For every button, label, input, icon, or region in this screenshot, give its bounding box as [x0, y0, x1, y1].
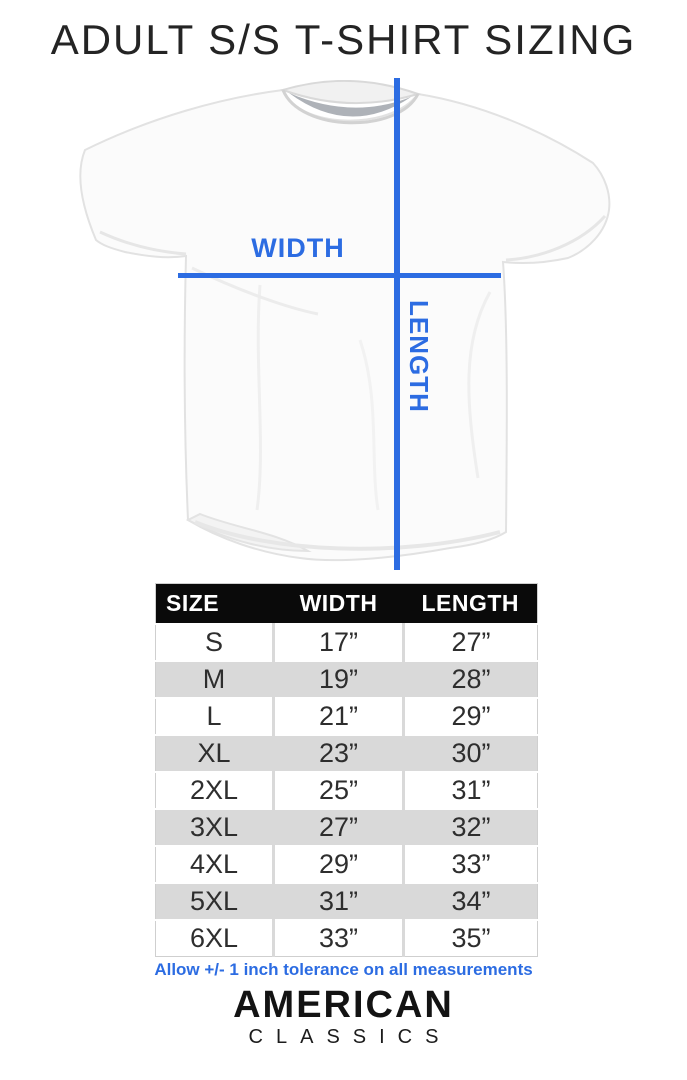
length-cell: 32”	[402, 808, 538, 846]
wrinkle-line	[255, 284, 262, 511]
width-cell: 23”	[272, 734, 404, 772]
table-row: 4XL 29” 33”	[155, 845, 538, 883]
width-cell: 29”	[272, 845, 404, 883]
length-cell: 28”	[402, 660, 538, 698]
length-measure-line	[394, 78, 400, 570]
size-cell: XL	[155, 734, 274, 772]
table-row: L 21” 29”	[155, 697, 538, 735]
length-cell: 31”	[402, 771, 538, 809]
length-cell: 27”	[402, 623, 538, 661]
table-row: 3XL 27” 32”	[155, 808, 538, 846]
page-title: ADULT S/S T-SHIRT SIZING	[50, 16, 637, 63]
length-cell: 34”	[402, 882, 538, 920]
length-cell: 33”	[402, 845, 538, 883]
table-row: 2XL 25” 31”	[155, 771, 538, 809]
size-table-body: S 17” 27” M 19” 28” L 21” 29” XL 23” 30” 2XL 25” 31” 3X…	[155, 623, 538, 957]
table-row: M 19” 28”	[155, 660, 538, 698]
header-size: SIZE	[155, 583, 274, 624]
width-cell: 31”	[272, 882, 404, 920]
size-cell: M	[155, 660, 274, 698]
size-cell: 4XL	[155, 845, 274, 883]
tshirt-photo	[79, 80, 611, 562]
brand-name: AMERICAN	[233, 984, 454, 1026]
table-row: S 17” 27”	[155, 623, 538, 661]
hem-shadow	[194, 520, 501, 551]
tshirt-measurement-figure: WIDTH LENGTH	[0, 78, 687, 580]
wrinkle-line	[358, 339, 380, 511]
size-cell: 6XL	[155, 919, 274, 957]
table-row: XL 23” 30”	[155, 734, 538, 772]
table-row: 6XL 33” 35”	[155, 919, 538, 957]
wrinkle-line	[467, 291, 492, 479]
header-width: WIDTH	[273, 583, 404, 624]
right-sleeve-seam	[505, 215, 607, 262]
width-measure-line	[178, 273, 501, 278]
size-cell: 3XL	[155, 808, 274, 846]
size-cell: S	[155, 623, 274, 661]
tshirt-body	[79, 88, 611, 562]
tolerance-note: Allow +/- 1 inch tolerance on all measur…	[154, 960, 533, 979]
length-cell: 29”	[402, 697, 538, 735]
width-cell: 21”	[272, 697, 404, 735]
width-cell: 19”	[272, 660, 404, 698]
width-cell: 17”	[272, 623, 404, 661]
width-cell: 33”	[272, 919, 404, 957]
size-cell: L	[155, 697, 274, 735]
header-length: LENGTH	[403, 583, 538, 624]
length-label: LENGTH	[404, 300, 434, 413]
length-cell: 30”	[402, 734, 538, 772]
tshirt-neck-opening	[289, 93, 411, 117]
left-sleeve-seam	[99, 230, 187, 256]
size-cell: 5XL	[155, 882, 274, 920]
size-table-header: SIZE WIDTH LENGTH	[155, 583, 538, 624]
size-cell: 2XL	[155, 771, 274, 809]
header-row: SIZE WIDTH LENGTH	[155, 583, 538, 624]
length-cell: 35”	[402, 919, 538, 957]
table-row: 5XL 31” 34”	[155, 882, 538, 920]
width-label: WIDTH	[251, 233, 345, 263]
width-cell: 25”	[272, 771, 404, 809]
tshirt-collar-band	[281, 89, 420, 125]
width-cell: 27”	[272, 808, 404, 846]
brand-subname: CLASSICS	[248, 1026, 452, 1048]
size-table: SIZE WIDTH LENGTH S 17” 27” M 19” 28” L 21” 29” X…	[155, 583, 538, 957]
